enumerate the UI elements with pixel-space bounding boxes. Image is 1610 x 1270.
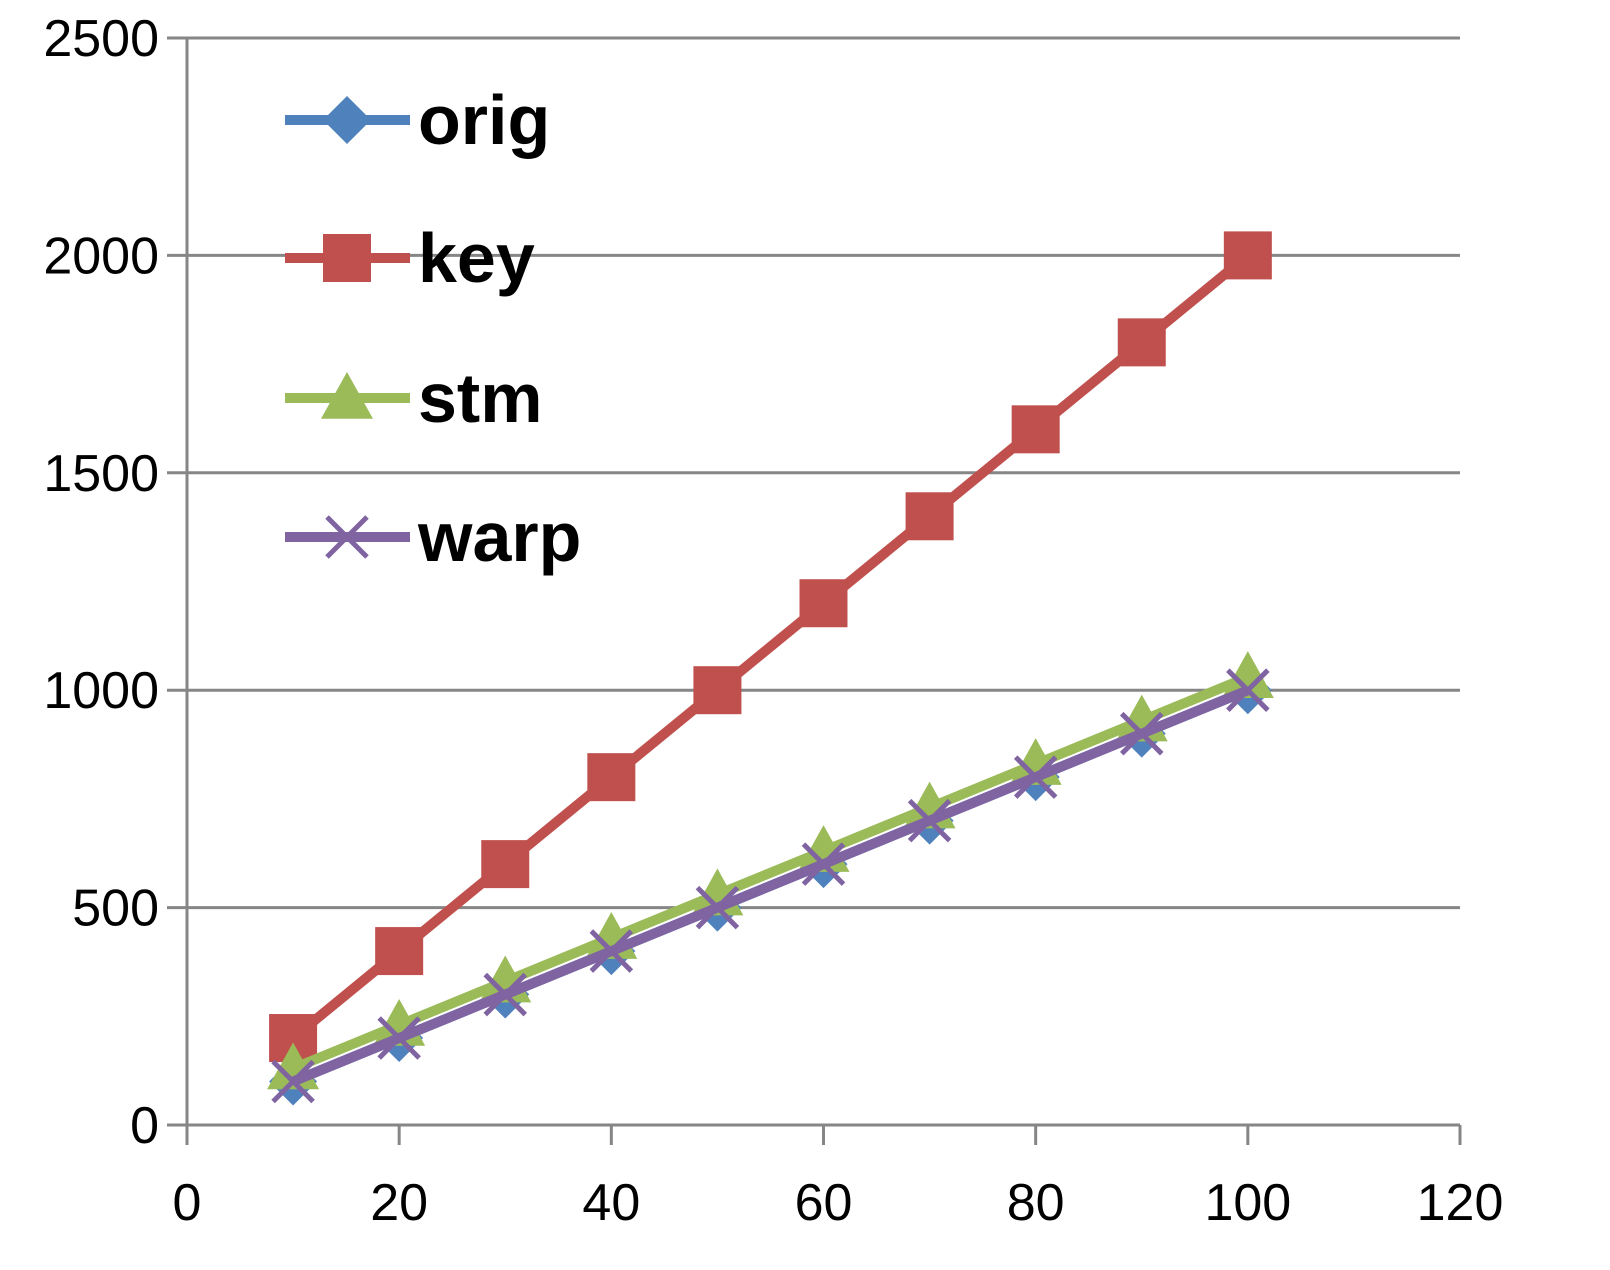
data-point-warp: [801, 842, 846, 886]
legend-marker-warp: [325, 515, 369, 559]
x-tick-label: 120: [1417, 1174, 1504, 1232]
data-point-key: [1011, 405, 1060, 454]
data-point-key: [693, 666, 742, 715]
y-tick-label: 0: [130, 1097, 159, 1155]
data-point-warp: [695, 885, 740, 930]
y-tick-label: 2000: [43, 227, 159, 285]
legend: orig key stm warp: [285, 81, 581, 576]
legend-marker-stm: [321, 372, 373, 419]
legend-label-key: key: [418, 219, 535, 297]
data-point-warp: [1013, 755, 1058, 799]
data-point-warp: [1119, 711, 1164, 756]
x-tick-label: 0: [173, 1174, 202, 1232]
legend-marker-orig: [323, 96, 371, 144]
data-point-key: [481, 840, 530, 889]
series-key: [269, 231, 1272, 1063]
x-tick-label: 80: [1007, 1174, 1065, 1232]
x-tick-label: 20: [370, 1174, 428, 1232]
y-tick-label: 2500: [43, 10, 159, 68]
series-line-stm: [291, 672, 1250, 1074]
data-point-key: [375, 927, 424, 976]
data-point-warp: [483, 972, 528, 1017]
x-tick-label: 100: [1204, 1174, 1291, 1232]
x-tick-label: 40: [582, 1174, 640, 1232]
data-point-warp: [377, 1016, 421, 1060]
legend-item-orig: orig: [285, 81, 550, 159]
legend-label-orig: orig: [418, 81, 550, 159]
tick-labels: 0 500 1000 1500 2000 2500 0 20 40 60 80 100 120: [43, 10, 1503, 1232]
legend-item-stm: stm: [285, 359, 542, 437]
data-point-warp: [271, 1059, 315, 1104]
data-point-key: [799, 579, 848, 628]
y-tick-label: 500: [72, 880, 159, 938]
series-line-key: [289, 251, 1252, 1042]
axes: [167, 36, 1462, 1145]
y-tick-label: 1000: [43, 662, 159, 720]
series-group: [267, 231, 1274, 1106]
series-warp: [271, 668, 1270, 1104]
legend-label-stm: stm: [418, 359, 542, 437]
gridlines: [187, 36, 1460, 910]
x-tick-label: 60: [795, 1174, 853, 1232]
y-tick-label: 1500: [43, 445, 159, 503]
data-point-stm: [1221, 651, 1274, 698]
legend-label-warp: warp: [417, 498, 581, 576]
data-point-key: [1117, 318, 1166, 367]
data-point-warp: [1226, 668, 1270, 712]
data-point-key: [905, 492, 954, 541]
series-line-warp: [291, 685, 1250, 1087]
legend-item-warp: warp: [285, 498, 581, 576]
data-point-key: [587, 753, 636, 802]
data-point-warp: [589, 929, 634, 973]
legend-item-key: key: [285, 219, 535, 297]
legend-marker-key: [323, 234, 371, 282]
data-point-warp: [907, 798, 952, 843]
data-point-key: [1223, 231, 1272, 280]
